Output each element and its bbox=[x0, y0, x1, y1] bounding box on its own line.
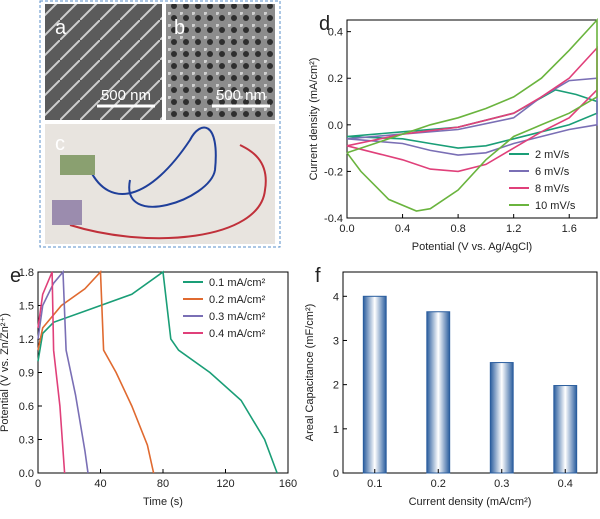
sem-image-b bbox=[166, 4, 275, 120]
panel-label: c bbox=[55, 133, 65, 155]
x-axis-label: Time (s) bbox=[143, 496, 183, 508]
x-tick-label: 0.3 bbox=[494, 478, 509, 490]
wire bbox=[69, 144, 267, 240]
legend-label: 0.4 mA/cm² bbox=[209, 328, 266, 340]
y-tick-label: 1 bbox=[333, 424, 339, 436]
x-axis-label: Potential (V vs. Ag/AgCl) bbox=[412, 241, 532, 253]
legend-label: 6 mV/s bbox=[535, 166, 570, 178]
y-tick-label: 4 bbox=[333, 291, 339, 303]
bar bbox=[362, 295, 387, 474]
y-tick-label: -0.4 bbox=[324, 213, 343, 225]
y-tick-label: 1.2 bbox=[19, 334, 34, 346]
y-tick-label: 1.5 bbox=[19, 301, 34, 313]
sem-image-a bbox=[45, 4, 162, 120]
x-tick-label: 0.0 bbox=[339, 223, 354, 235]
y-tick-label: 2 bbox=[333, 380, 339, 392]
x-tick-label: 0.8 bbox=[450, 223, 465, 235]
y-tick-label: 0.4 bbox=[328, 27, 343, 39]
legend-label: 0.1 mA/cm² bbox=[209, 277, 266, 289]
x-tick-label: 0.4 bbox=[395, 223, 410, 235]
legend-label: 8 mV/s bbox=[535, 183, 570, 195]
series-line bbox=[346, 77, 598, 156]
y-tick-label: 0.9 bbox=[19, 368, 34, 380]
panel-label: a bbox=[55, 17, 67, 39]
x-tick-label: 0 bbox=[35, 478, 41, 490]
y-tick-label: 1.8 bbox=[19, 267, 34, 279]
x-tick-label: 0.4 bbox=[558, 478, 573, 490]
y-axis-label: Potential (V vs. Zn/Zn²⁺) bbox=[0, 313, 11, 432]
y-axis-label: Areal Capacitance (mF/cm²) bbox=[304, 304, 316, 442]
series-line bbox=[346, 17, 598, 212]
legend-label: 2 mV/s bbox=[535, 149, 570, 161]
x-tick-label: 0.2 bbox=[431, 478, 446, 490]
y-tick-label: 0.0 bbox=[19, 468, 34, 480]
device bbox=[52, 200, 82, 225]
y-axis-label: Current density (mA/cm²) bbox=[308, 58, 320, 181]
bar bbox=[426, 311, 451, 474]
bar bbox=[553, 385, 578, 474]
legend-label: 10 mV/s bbox=[535, 200, 576, 212]
panel-label: d bbox=[319, 13, 330, 35]
x-tick-label: 1.6 bbox=[562, 223, 577, 235]
series-line bbox=[37, 270, 278, 474]
y-tick-label: 0.3 bbox=[19, 435, 34, 447]
x-tick-label: 40 bbox=[94, 478, 106, 490]
scale-label: 500 nm bbox=[216, 87, 266, 104]
x-tick-label: 0.1 bbox=[367, 478, 382, 490]
series-line bbox=[37, 270, 155, 474]
legend-label: 0.2 mA/cm² bbox=[209, 294, 266, 306]
x-tick-label: 120 bbox=[216, 478, 234, 490]
y-tick-label: -0.2 bbox=[324, 166, 343, 178]
panel-label: e bbox=[10, 265, 21, 287]
panel-label: b bbox=[174, 17, 185, 39]
x-tick-label: 80 bbox=[157, 478, 169, 490]
device bbox=[60, 155, 95, 175]
series-line bbox=[37, 271, 66, 474]
photo-c bbox=[45, 124, 275, 244]
x-tick-label: 1.2 bbox=[506, 223, 521, 235]
image-frame bbox=[39, 0, 281, 248]
wire bbox=[89, 126, 217, 208]
x-tick-label: 160 bbox=[279, 478, 297, 490]
scale-label: 500 nm bbox=[101, 87, 151, 104]
y-tick-label: 0.6 bbox=[19, 401, 34, 413]
panel-label: f bbox=[315, 265, 321, 287]
plot-frame bbox=[342, 271, 598, 474]
y-tick-label: 0.2 bbox=[328, 73, 343, 85]
bar bbox=[489, 362, 514, 474]
y-tick-label: 3 bbox=[333, 335, 339, 347]
series-line bbox=[346, 89, 598, 149]
series-line bbox=[37, 269, 89, 474]
legend-label: 0.3 mA/cm² bbox=[209, 311, 266, 323]
y-tick-label: 0.0 bbox=[328, 120, 343, 132]
y-tick-label: 0 bbox=[333, 468, 339, 480]
x-axis-label: Current density (mA/cm²) bbox=[409, 496, 532, 508]
series-line bbox=[346, 45, 598, 173]
